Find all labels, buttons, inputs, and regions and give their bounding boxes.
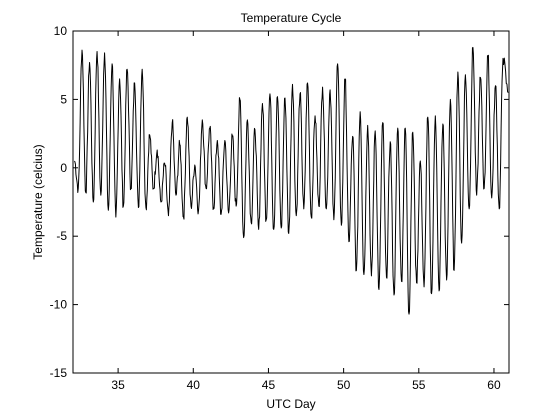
x-tick-label: 35: [111, 378, 125, 392]
y-axis-label: Temperature (celcius): [31, 144, 45, 259]
y-tick-label: -5: [56, 229, 67, 243]
x-tick-label: 60: [487, 378, 501, 392]
x-tick-label: 45: [262, 378, 276, 392]
temperature-series-line: [74, 46, 509, 315]
y-tick-label: 0: [60, 161, 67, 175]
y-tick-label: 5: [60, 92, 67, 106]
x-tick-label: 50: [337, 378, 351, 392]
y-tick-label: -10: [50, 298, 68, 312]
x-tick-label: 40: [187, 378, 201, 392]
x-tick-label: 55: [412, 378, 426, 392]
y-tick-label: 10: [54, 24, 68, 38]
y-tick-label: -15: [50, 366, 68, 380]
series-layer: [74, 46, 509, 315]
chart-title: Temperature Cycle: [241, 11, 342, 25]
ticks-layer: [73, 30, 509, 374]
x-axis-label: UTC Day: [266, 397, 315, 411]
